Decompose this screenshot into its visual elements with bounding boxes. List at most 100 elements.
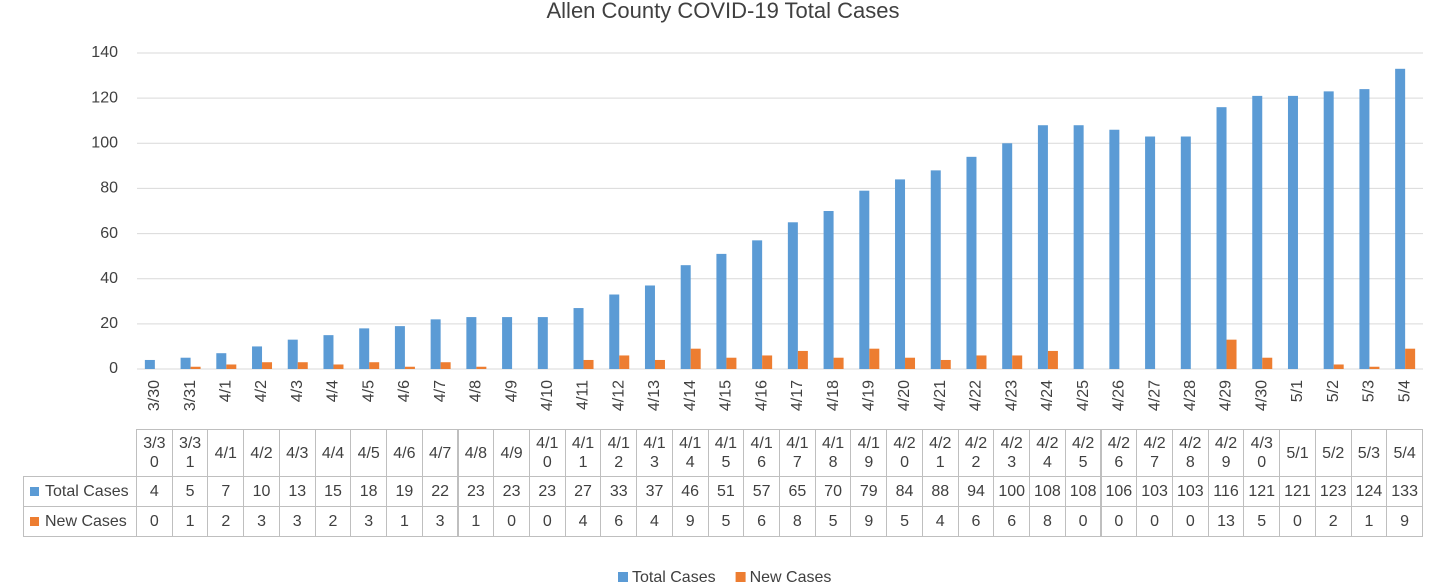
bar (404, 366, 415, 369)
y-tick-label: 20 (100, 315, 118, 332)
x-tick-label: 4/13 (646, 380, 663, 411)
chart-title: Allen County COVID-19 Total Cases (547, 0, 900, 23)
table-value: 2 (207, 506, 245, 537)
x-tick-label: 4/8 (468, 380, 485, 402)
bar (752, 240, 763, 369)
bar (583, 359, 594, 369)
bar (1109, 129, 1120, 369)
table-value: 9 (850, 506, 888, 537)
x-tick-label: 4/12 (610, 380, 627, 411)
bar (690, 348, 701, 369)
bar (787, 222, 798, 369)
table-value: 0 (136, 506, 173, 537)
bar (762, 355, 773, 369)
table-value: 18 (350, 476, 388, 507)
table-series: Total Cases (23, 476, 137, 507)
legend-key (30, 517, 39, 526)
x-tick-label: 4/17 (789, 380, 806, 411)
table-value: 0 (493, 506, 530, 537)
bar (1002, 143, 1013, 369)
bar (680, 265, 691, 369)
table-category: 5/3 (1350, 429, 1388, 477)
table-value: 37 (636, 476, 673, 507)
table-value: 6 (957, 506, 995, 537)
bar (1145, 136, 1156, 369)
table-category: 4/15 (707, 429, 745, 477)
table-value: 103 (1171, 476, 1209, 507)
bar (797, 350, 808, 369)
table-category: 5/1 (1279, 429, 1316, 477)
x-tick-label: 4/11 (575, 380, 592, 410)
table-value: 5 (707, 506, 745, 537)
x-tick-label: 4/4 (325, 380, 342, 402)
table-value: 121 (1243, 476, 1281, 507)
bar (144, 359, 155, 369)
bar (905, 357, 916, 369)
x-tick-label: 4/10 (539, 380, 556, 411)
legend-key (30, 487, 39, 496)
table-value: 1 (386, 506, 423, 537)
table-category: 4/2 (243, 429, 280, 477)
table-category: 5/2 (1314, 429, 1352, 477)
table-value: 9 (671, 506, 709, 537)
x-tick-label: 4/27 (1146, 380, 1163, 411)
bar (940, 359, 951, 369)
y-tick-label: 140 (91, 44, 118, 61)
x-tick-label: 4/18 (825, 380, 842, 411)
table-category: 4/8 (457, 429, 495, 477)
table-value: 13 (278, 476, 316, 507)
table-category: 4/27 (1136, 429, 1173, 477)
bar (1359, 89, 1370, 369)
y-tick-label: 40 (100, 270, 118, 287)
x-tick-label: 5/2 (1325, 380, 1342, 402)
bar (930, 170, 941, 369)
table-value: 57 (743, 476, 780, 507)
bar (297, 362, 308, 369)
table-value: 33 (600, 476, 638, 507)
x-tick-label: 5/4 (1396, 380, 1413, 402)
table-value: 19 (386, 476, 423, 507)
table-value: 6 (600, 506, 638, 537)
table-value: 70 (814, 476, 852, 507)
table-category: 4/16 (743, 429, 780, 477)
table-category: 5/4 (1386, 429, 1423, 477)
x-tick-label: 4/23 (1003, 380, 1020, 411)
x-tick-label: 4/24 (1039, 380, 1056, 411)
bar (430, 319, 441, 369)
table-value: 1 (1350, 506, 1388, 537)
x-tick-label: 4/6 (396, 380, 413, 402)
table-category: 4/22 (957, 429, 995, 477)
bar (1333, 364, 1344, 369)
table-value: 23 (457, 476, 495, 507)
table-value: 3 (421, 506, 459, 537)
bar (394, 326, 405, 369)
x-tick-label: 3/30 (146, 380, 163, 411)
table-value: 0 (1279, 506, 1316, 537)
bar (1369, 366, 1380, 369)
x-tick-label: 4/15 (718, 380, 735, 411)
x-tick-label: 3/31 (182, 380, 199, 411)
series-name: Total Cases (45, 483, 129, 500)
table-category: 4/30 (1243, 429, 1281, 477)
x-tick-label: 4/5 (360, 380, 377, 402)
x-tick-label: 4/22 (968, 380, 985, 411)
bar (287, 339, 298, 369)
bar (716, 253, 727, 369)
table-category: 4/18 (814, 429, 852, 477)
bar (966, 156, 977, 369)
bar (1226, 339, 1237, 369)
table-value: 27 (564, 476, 602, 507)
bar (1252, 95, 1263, 369)
bar (859, 190, 870, 369)
series-name: New Cases (45, 513, 127, 530)
bar (1047, 350, 1058, 369)
bar (1073, 125, 1084, 369)
table-value: 94 (957, 476, 995, 507)
bar (216, 353, 227, 369)
bar (1180, 136, 1191, 369)
bar (226, 364, 237, 369)
table-series: New Cases (23, 506, 137, 537)
table-value: 133 (1386, 476, 1423, 507)
table-value: 116 (1207, 476, 1245, 507)
bar (609, 294, 620, 369)
